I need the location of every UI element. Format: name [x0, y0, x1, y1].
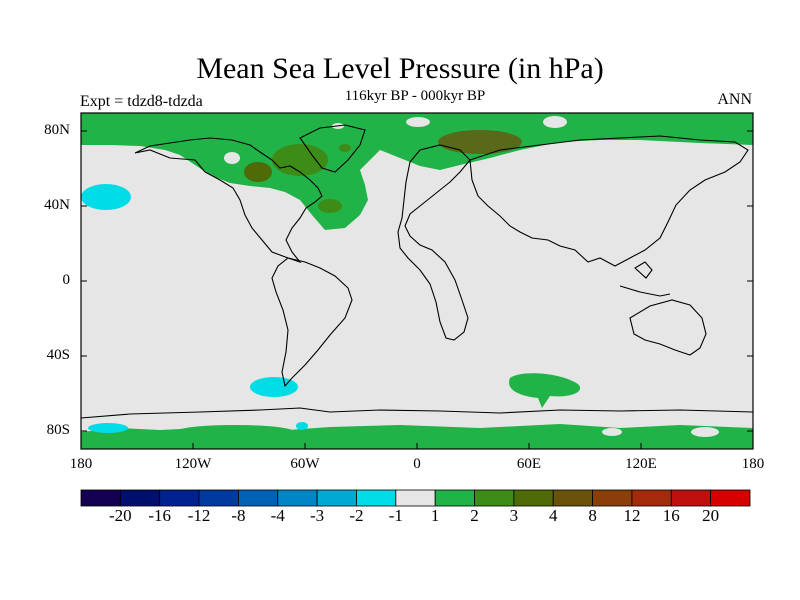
negative-anomaly-regions	[81, 184, 308, 433]
colorbar-tick-label: -8	[231, 506, 246, 525]
arctic-anomaly-region	[81, 113, 753, 230]
lon-label-180w: 180	[69, 456, 93, 472]
south-america-coast	[271, 257, 353, 388]
colorbar-swatch	[316, 489, 357, 507]
lat-label-40s: 40S	[46, 347, 70, 363]
colorbar-tick-label: -1	[388, 506, 403, 525]
asia-coast	[469, 135, 749, 267]
colorbar-swatch	[277, 489, 318, 507]
colorbar-swatch	[395, 489, 436, 507]
colorbar	[80, 489, 751, 507]
lon-label-120w: 120W	[174, 456, 212, 472]
colorbar-tick-label: -3	[310, 506, 325, 525]
colorbar-swatch	[119, 489, 161, 507]
axis-ticks	[81, 130, 753, 449]
europe-core	[339, 144, 351, 152]
colorbar-swatch	[434, 489, 475, 507]
lon-label-60e: 60E	[516, 456, 542, 472]
canada-core	[244, 162, 272, 182]
colorbar-tick-label: 8	[588, 506, 597, 525]
lat-label-80n: 80N	[44, 122, 70, 138]
atlantic-core	[318, 199, 342, 213]
lat-label-0: 0	[62, 272, 71, 288]
antarctica-coast	[80, 407, 754, 419]
maritime-continent-coast	[619, 261, 671, 297]
colorbar-tick-label: 1	[430, 506, 440, 525]
colorbar-swatch	[198, 489, 239, 507]
colorbar-tick-label: 3	[509, 506, 519, 525]
lon-label-120e: 120E	[625, 456, 657, 472]
antarctic-cutout-1	[602, 428, 622, 436]
colorbar-swatch	[592, 489, 633, 507]
period-label: 116kyr BP - 000kyr BP	[344, 88, 486, 104]
colorbar-tick-label: 12	[623, 506, 641, 525]
map-title: Mean Sea Level Pressure (in hPa)	[196, 52, 604, 85]
colorbar-swatch	[631, 489, 672, 507]
colorbar-swatch	[474, 489, 515, 507]
map-background	[81, 113, 753, 449]
colorbar-tick-label: -20	[109, 506, 132, 525]
antarctic-cutout-2	[691, 427, 719, 437]
south-atlantic-high-region	[509, 373, 581, 408]
colorbar-swatch	[356, 489, 397, 507]
colorbar-swatch	[710, 489, 751, 507]
north-pacific-low-region	[81, 184, 131, 210]
arctic-cutout-2	[543, 116, 567, 128]
colorbar-tick-label: -12	[187, 506, 211, 525]
lon-label-180e: 180	[741, 456, 765, 472]
antarctic-low-region-2	[296, 422, 308, 430]
south-pacific-low-region	[250, 377, 298, 397]
colorbar-tick-label: -16	[148, 506, 172, 525]
greenland-core	[272, 144, 328, 176]
colorbar-tick-label: -2	[349, 506, 364, 525]
lat-label-40n: 40N	[44, 197, 70, 213]
arctic-cutout-3	[224, 152, 240, 164]
colorbar-tick-label: 4	[548, 506, 558, 525]
australia-coast	[629, 299, 707, 356]
north-america-coast	[134, 137, 323, 264]
siberia-core	[438, 130, 522, 154]
strong-anomaly-cores	[244, 130, 522, 213]
antarctic-anomaly-region	[81, 424, 753, 449]
positive-anomaly-regions	[81, 113, 753, 449]
antarctic-low-region	[88, 423, 128, 433]
lon-label-60w: 60W	[290, 456, 320, 472]
greenland-coast	[299, 124, 366, 173]
colorbar-swatch	[159, 489, 200, 507]
colorbar-tick-label: 16	[662, 506, 680, 525]
colorbar-swatch	[670, 489, 712, 507]
colorbar-swatch	[238, 489, 279, 507]
colorbar-swatch	[552, 489, 593, 507]
lat-label-80s: 80S	[46, 422, 70, 438]
colorbar-tick-label: 20	[702, 506, 720, 525]
colorbar-swatch	[80, 489, 121, 507]
colorbar-swatch	[513, 489, 554, 507]
experiment-label: Expt = tdzd8-tdzda	[80, 93, 203, 110]
season-label: ANN	[717, 91, 752, 108]
europe-africa-coast	[397, 144, 471, 341]
coastlines	[80, 124, 754, 419]
lon-label-0: 0	[413, 456, 421, 472]
colorbar-tick-label: 2	[470, 506, 479, 525]
southern-patch-region	[175, 425, 295, 439]
arctic-cutout-1	[406, 117, 430, 127]
colorbar-tick-label: -4	[270, 506, 285, 525]
